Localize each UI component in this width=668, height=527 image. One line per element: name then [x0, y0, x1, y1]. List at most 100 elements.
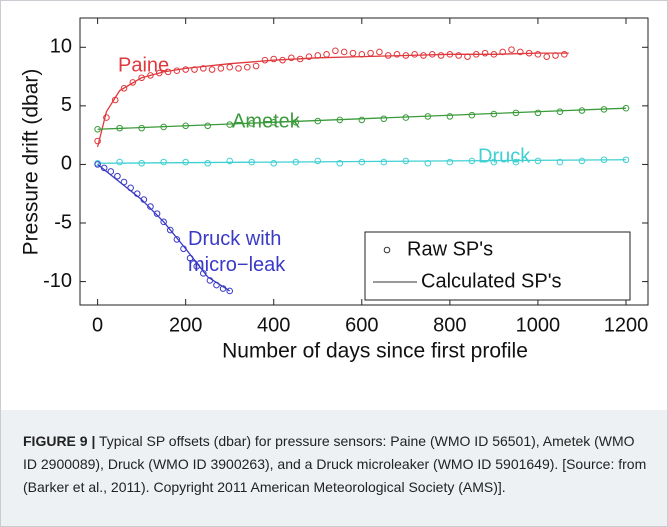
fit-line — [97, 159, 626, 164]
raw-point — [358, 51, 366, 58]
raw-point — [455, 52, 462, 59]
raw-point — [180, 245, 187, 253]
raw-point — [402, 157, 410, 165]
raw-point — [155, 69, 163, 77]
raw-point — [107, 168, 115, 175]
raw-point — [468, 111, 476, 119]
raw-point — [517, 48, 524, 56]
raw-point — [600, 156, 608, 164]
fit-line — [97, 163, 231, 292]
x-tick-label: 800 — [433, 314, 466, 336]
raw-point — [140, 196, 148, 203]
raw-point — [270, 118, 278, 126]
x-tick-label: 1000 — [516, 314, 561, 336]
raw-point — [349, 49, 357, 57]
legend-label: Calculated SP's — [421, 270, 562, 292]
raw-point — [182, 122, 189, 130]
y-tick-label: 5 — [61, 94, 72, 116]
raw-point — [464, 53, 471, 60]
raw-point — [332, 47, 339, 55]
raw-point — [199, 270, 207, 277]
raw-point — [292, 158, 300, 166]
raw-point — [226, 121, 234, 128]
raw-point — [314, 52, 322, 59]
raw-point — [138, 74, 145, 82]
x-tick-label: 600 — [345, 314, 378, 336]
raw-point — [166, 226, 174, 234]
raw-point — [508, 46, 515, 53]
raw-point — [94, 161, 101, 168]
raw-point — [94, 125, 101, 133]
raw-point — [358, 158, 366, 166]
raw-point — [182, 158, 189, 166]
raw-point — [164, 68, 172, 76]
raw-point — [296, 55, 304, 63]
raw-point — [402, 114, 410, 121]
raw-point — [556, 108, 564, 116]
raw-point — [543, 53, 551, 60]
fit-line — [97, 107, 627, 130]
raw-point — [512, 109, 520, 117]
raw-point — [204, 159, 211, 167]
raw-point — [428, 51, 436, 58]
caption-text: Typical SP offsets (dbar) for pressure s… — [23, 433, 647, 495]
raw-point — [127, 184, 134, 192]
raw-point — [534, 109, 542, 117]
x-tick-label: 200 — [169, 314, 202, 336]
raw-point — [279, 56, 286, 64]
raw-point — [358, 116, 366, 124]
raw-point — [490, 110, 498, 118]
raw-point — [622, 104, 630, 112]
plot-frame — [79, 17, 649, 306]
raw-point — [468, 157, 476, 165]
raw-point — [314, 117, 322, 125]
raw-point — [380, 158, 388, 166]
series-label: Ametek — [232, 110, 301, 132]
raw-point — [204, 122, 211, 130]
raw-point — [314, 157, 322, 165]
raw-point — [323, 51, 330, 58]
raw-point — [111, 96, 119, 104]
raw-point — [552, 52, 559, 59]
series-label: Paine — [118, 54, 169, 76]
raw-point — [578, 107, 586, 114]
raw-point — [525, 49, 533, 57]
raw-point — [424, 113, 432, 120]
raw-point — [213, 281, 220, 289]
raw-point — [270, 159, 278, 167]
raw-point — [173, 67, 181, 75]
x-tick-label: 400 — [257, 314, 290, 336]
raw-point — [147, 203, 154, 210]
raw-point — [499, 48, 506, 56]
raw-point — [384, 52, 392, 59]
raw-point — [182, 66, 189, 73]
raw-point — [512, 158, 520, 166]
raw-point — [340, 48, 348, 56]
x-axis-label: Number of days since first profile — [222, 340, 528, 363]
raw-point — [424, 159, 432, 167]
caption: FIGURE 9 | Typical SP offsets (dbar) for… — [23, 430, 648, 499]
series-label: Druck — [478, 145, 531, 167]
raw-point — [133, 190, 141, 198]
raw-point — [217, 65, 225, 72]
raw-point — [376, 48, 383, 56]
raw-point — [186, 254, 194, 262]
raw-point — [147, 72, 154, 79]
raw-point — [138, 159, 145, 167]
y-tick-label: 10 — [50, 36, 72, 58]
raw-point — [490, 158, 498, 166]
caption-box: FIGURE 9 | Typical SP offsets (dbar) for… — [1, 410, 667, 526]
raw-point — [248, 158, 256, 166]
raw-point — [578, 157, 586, 165]
raw-point — [380, 115, 388, 123]
y-axis-label: Pressure drift (dbar) — [20, 69, 43, 256]
raw-point — [120, 178, 128, 186]
raw-point — [116, 124, 123, 132]
legend-label: Raw SP's — [407, 238, 493, 260]
y-tick-label: 0 — [61, 153, 72, 175]
legend-marker — [383, 246, 391, 254]
raw-point — [173, 236, 181, 243]
raw-point — [437, 52, 445, 59]
raw-point — [206, 277, 214, 284]
raw-point — [490, 51, 498, 58]
